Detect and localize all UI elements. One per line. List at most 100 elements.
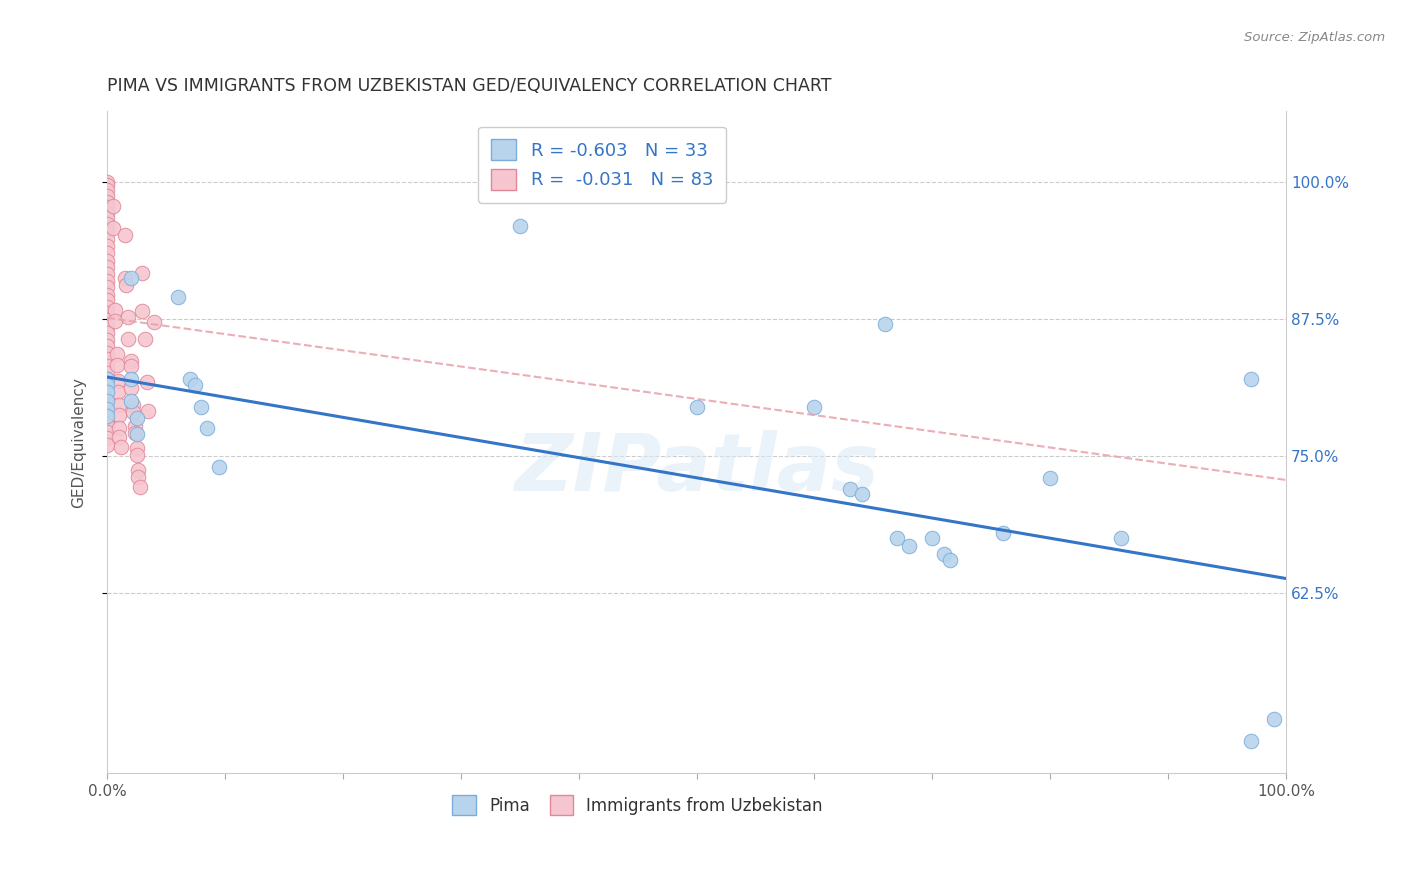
Point xyxy=(120,394,142,409)
Text: PIMA VS IMMIGRANTS FROM UZBEKISTAN GED/EQUIVALENCY CORRELATION CHART: PIMA VS IMMIGRANTS FROM UZBEKISTAN GED/E… xyxy=(107,78,831,95)
Point xyxy=(120,372,142,386)
Point xyxy=(96,333,118,347)
Point xyxy=(120,271,142,285)
Point xyxy=(122,405,145,419)
Point xyxy=(96,200,118,214)
Point xyxy=(96,326,118,341)
Legend: Pima, Immigrants from Uzbekistan: Pima, Immigrants from Uzbekistan xyxy=(446,789,830,822)
Point xyxy=(117,332,139,346)
Point xyxy=(685,400,707,414)
Point xyxy=(122,399,145,413)
Point xyxy=(96,293,118,308)
Point xyxy=(127,469,149,483)
Point xyxy=(1239,372,1261,386)
Point xyxy=(96,385,118,400)
Text: Source: ZipAtlas.com: Source: ZipAtlas.com xyxy=(1244,31,1385,45)
Point xyxy=(96,438,118,452)
Point xyxy=(1039,471,1062,485)
Text: ZIPatlas: ZIPatlas xyxy=(515,430,879,508)
Point xyxy=(127,463,149,477)
Point xyxy=(131,266,153,280)
Point xyxy=(96,306,118,320)
Point xyxy=(96,425,118,439)
Point xyxy=(96,232,118,246)
Point xyxy=(96,280,118,294)
Point xyxy=(96,394,118,409)
Point xyxy=(851,487,873,501)
Point xyxy=(96,194,118,209)
Point xyxy=(96,178,118,193)
Point xyxy=(108,430,131,444)
Point xyxy=(120,353,142,368)
Point xyxy=(120,381,142,395)
Point xyxy=(96,224,118,238)
Point xyxy=(96,372,118,386)
Point xyxy=(108,409,131,423)
Point xyxy=(96,411,118,425)
Point xyxy=(125,426,148,441)
Point xyxy=(96,175,118,189)
Point xyxy=(932,548,955,562)
Point xyxy=(96,392,118,406)
Point xyxy=(117,310,139,324)
Point xyxy=(96,399,118,413)
Point xyxy=(96,300,118,314)
Point xyxy=(124,419,146,434)
Point xyxy=(124,425,146,440)
Point xyxy=(96,378,118,392)
Point xyxy=(125,441,148,455)
Point xyxy=(96,359,118,373)
Point xyxy=(179,372,201,386)
Point xyxy=(107,385,129,400)
Point xyxy=(120,359,142,373)
Point xyxy=(136,376,159,390)
Point xyxy=(897,539,920,553)
Point xyxy=(129,479,152,493)
Point xyxy=(921,531,943,545)
Point xyxy=(114,271,136,285)
Point xyxy=(838,482,860,496)
Point xyxy=(991,525,1014,540)
Point xyxy=(104,314,127,328)
Point xyxy=(96,260,118,275)
Point xyxy=(195,421,218,435)
Point xyxy=(115,278,138,293)
Point xyxy=(96,418,118,433)
Point xyxy=(96,211,118,226)
Point xyxy=(190,400,212,414)
Point xyxy=(96,205,118,219)
Point xyxy=(96,274,118,288)
Point xyxy=(96,183,118,197)
Point xyxy=(96,313,118,327)
Point xyxy=(138,404,160,418)
Point xyxy=(96,377,118,392)
Point xyxy=(184,377,207,392)
Point xyxy=(803,400,825,414)
Point xyxy=(96,401,118,416)
Point xyxy=(108,399,131,413)
Point xyxy=(110,440,132,454)
Point xyxy=(96,385,118,400)
Point xyxy=(96,346,118,360)
Point xyxy=(875,318,897,332)
Point xyxy=(131,304,153,318)
Point xyxy=(509,219,531,233)
Point xyxy=(96,431,118,445)
Point xyxy=(108,421,131,435)
Point xyxy=(96,319,118,334)
Point xyxy=(101,221,124,235)
Point xyxy=(96,217,118,231)
Point xyxy=(939,553,962,567)
Point xyxy=(1109,531,1132,545)
Point xyxy=(104,303,127,318)
Point xyxy=(125,410,148,425)
Point xyxy=(96,288,118,302)
Point xyxy=(114,227,136,242)
Point xyxy=(107,375,129,389)
Point xyxy=(96,405,118,419)
Point xyxy=(96,352,118,367)
Point xyxy=(96,372,118,386)
Point xyxy=(96,339,118,353)
Point xyxy=(143,315,166,329)
Point xyxy=(208,459,231,474)
